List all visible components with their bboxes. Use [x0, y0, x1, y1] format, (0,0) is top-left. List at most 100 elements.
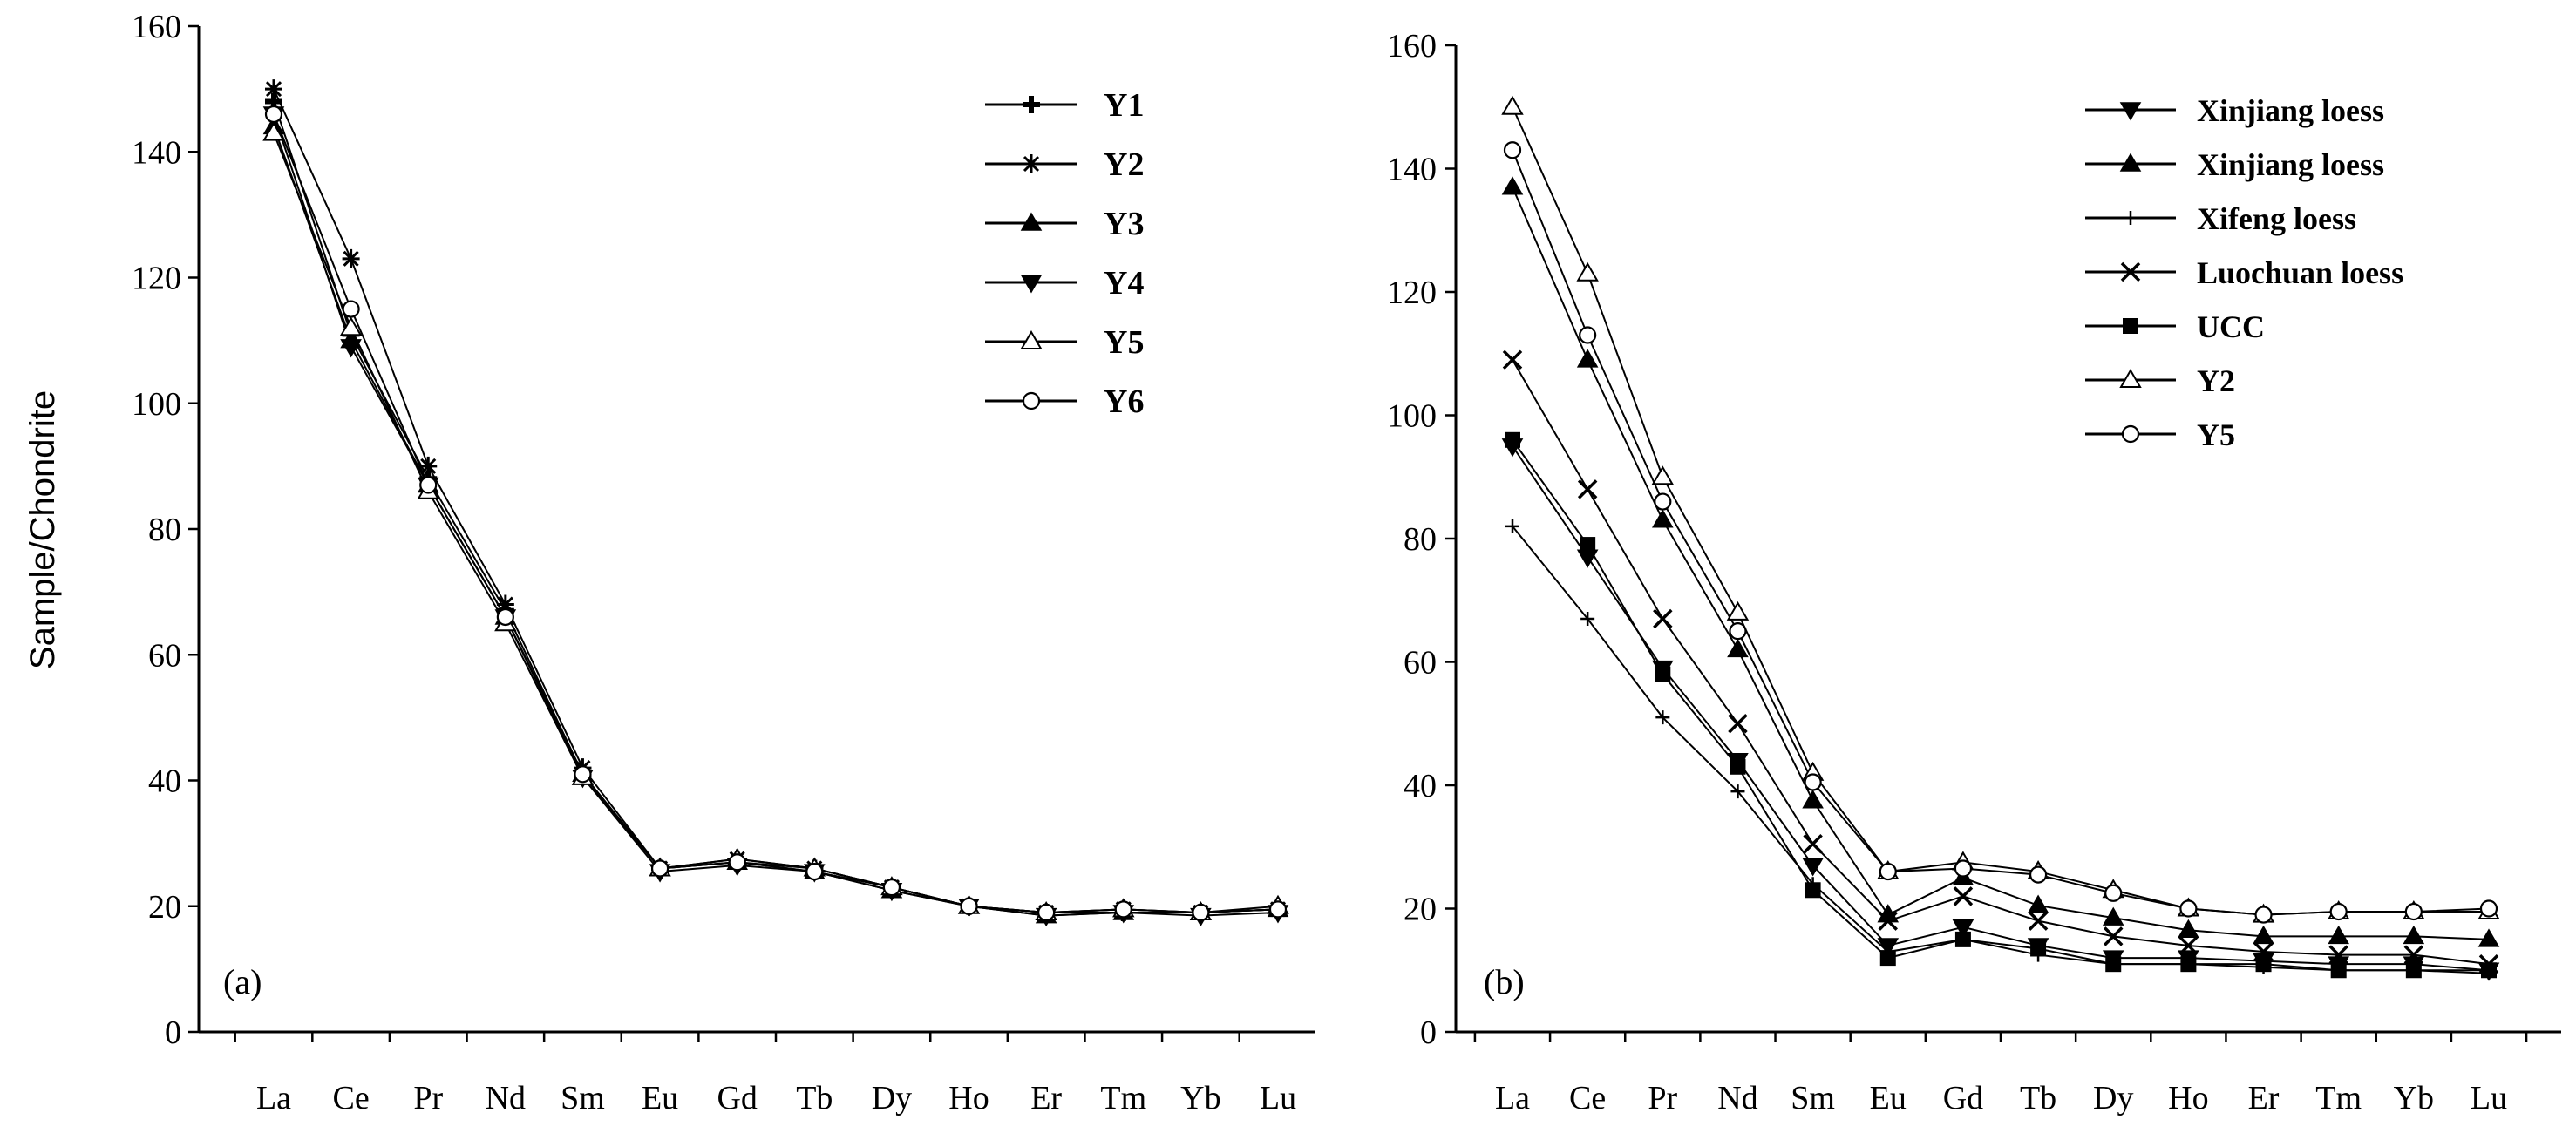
b-data-point: [2479, 899, 2498, 918]
b-data-point: [1576, 261, 1599, 282]
b-data-point: [2328, 925, 2349, 945]
a-y-tick-label: 0: [165, 1014, 181, 1051]
b-x-tick-label: La: [1495, 1080, 1530, 1116]
a-data-point: [342, 248, 360, 268]
a-legend-marker: [1020, 330, 1043, 349]
b-data-point: [2104, 884, 2123, 902]
a-x-tick-label: Eu: [642, 1080, 678, 1116]
b-data-point: [1803, 833, 1823, 854]
b-data-point: [1802, 858, 1824, 877]
b-data-point: [2178, 935, 2199, 956]
b-legend-marker: [2119, 369, 2142, 388]
b-data-point: [1576, 349, 1599, 368]
a-x-tick-label: Er: [1030, 1080, 1062, 1116]
b-x-tick-label: Lu: [2471, 1080, 2507, 1116]
b-data-point: [1953, 886, 1974, 906]
b-data-point: [2178, 919, 2199, 939]
b-legend-marker: [2119, 153, 2142, 172]
a-y-tick-label: 60: [148, 637, 181, 674]
b-data-point: [1652, 509, 1674, 528]
a-legend-label: Y5: [1104, 324, 1144, 361]
b-x-tick-label: Dy: [2093, 1080, 2133, 1116]
b-series-line: [1512, 359, 2490, 966]
panel-b-chart: (b) 0 20 40 60 80 100 120 140 160 La Ce Pr Nd Sm Eu Gd T…: [1387, 28, 2561, 1116]
b-legend-label: Xinjiang loess: [2197, 147, 2384, 182]
a-legend-marker: [1020, 212, 1043, 231]
b-x-tick-label: Eu: [1870, 1080, 1907, 1116]
b-legend-label: Luochuan loess: [2197, 255, 2403, 290]
b-x-tick-label: Nd: [1717, 1080, 1757, 1116]
a-x-tick-label: Tb: [796, 1080, 833, 1116]
a-legend-marker: [1022, 391, 1041, 410]
a-data-point: [1114, 900, 1132, 919]
a-series-line: [273, 126, 1279, 917]
panel-a-chart: Sample/Chondrite (a) 0 20 40 60 80 100 120 140 1…: [24, 9, 1315, 1116]
b-y-tick-label: 20: [1404, 892, 1437, 928]
b-series-line: [1512, 439, 2489, 972]
b-data-point: [1805, 882, 1821, 899]
b-y-tick-label: 80: [1404, 521, 1437, 558]
b-data-point: [1501, 95, 1524, 115]
b-data-point: [2027, 894, 2049, 913]
b-legend-marker: [2120, 261, 2141, 282]
a-data-point: [496, 607, 514, 627]
b-data-point: [1726, 600, 1750, 621]
b-series-line: [1512, 445, 2490, 972]
a-series-line: [273, 132, 1279, 913]
b-x-tick-label: Er: [2248, 1080, 2280, 1116]
b-data-point: [1730, 758, 1746, 775]
b-data-point: [2180, 956, 2197, 973]
b-x-tick-label: Yb: [2394, 1080, 2434, 1116]
b-data-point: [2255, 956, 2272, 973]
a-data-point: [496, 594, 514, 614]
b-y-tick-label: 140: [1387, 152, 1437, 188]
b-y-tick-label: 40: [1404, 768, 1437, 804]
a-data-point: [728, 853, 746, 872]
b-data-point: [2405, 962, 2422, 979]
a-legend-label: Y3: [1104, 206, 1144, 242]
b-x-tick-label: Ce: [1569, 1080, 1606, 1116]
b-data-point: [1580, 611, 1595, 626]
b-data-point: [2105, 956, 2122, 973]
b-data-point: [2404, 902, 2423, 921]
b-data-point: [1653, 608, 1673, 629]
b-series-line: [1512, 149, 2490, 916]
a-y-tick-label: 160: [132, 9, 181, 45]
b-data-point: [1952, 919, 1974, 939]
panel-label-b: (b): [1484, 962, 1525, 1001]
a-legend-label: Y2: [1104, 146, 1144, 183]
a-series-line: [273, 113, 1279, 913]
b-data-point: [1727, 638, 1749, 658]
b-legend-marker: [2119, 102, 2142, 121]
a-legend-label: Y4: [1104, 265, 1144, 302]
b-data-point: [2102, 906, 2124, 926]
b-x-tick-label: Sm: [1791, 1080, 1835, 1116]
b-y-tick-label: 0: [1420, 1014, 1437, 1051]
a-data-point: [262, 121, 285, 141]
b-data-point: [1655, 666, 1671, 682]
a-y-tick-label: 100: [132, 386, 181, 423]
a-y-tick-label: 20: [148, 889, 181, 926]
b-x-tick-label: Pr: [1648, 1080, 1677, 1116]
b-data-point: [1651, 465, 1675, 485]
b-data-point: [2253, 925, 2274, 945]
a-data-point: [1268, 900, 1288, 919]
a-x-tick-label: Lu: [1260, 1080, 1296, 1116]
a-legend-marker: [1023, 154, 1040, 173]
a-data-point: [265, 79, 282, 99]
a-legend-label: Y6: [1104, 383, 1144, 420]
a-legend-label: Y1: [1104, 87, 1144, 124]
a-data-point: [419, 456, 438, 476]
b-data-point: [1577, 479, 1598, 499]
panel-label-a: (a): [223, 962, 262, 1001]
a-y-tick-label: 140: [132, 134, 181, 171]
a-x-tick-label: La: [256, 1080, 291, 1116]
a-x-tick-label: Ho: [948, 1080, 989, 1116]
b-data-point: [1654, 492, 1672, 511]
b-data-point: [2328, 945, 2348, 965]
b-x-tick-label: Tb: [2020, 1080, 2056, 1116]
b-data-point: [2028, 911, 2049, 931]
a-x-tick-label: Tm: [1100, 1080, 1146, 1116]
a-legend-marker: [1023, 96, 1040, 113]
